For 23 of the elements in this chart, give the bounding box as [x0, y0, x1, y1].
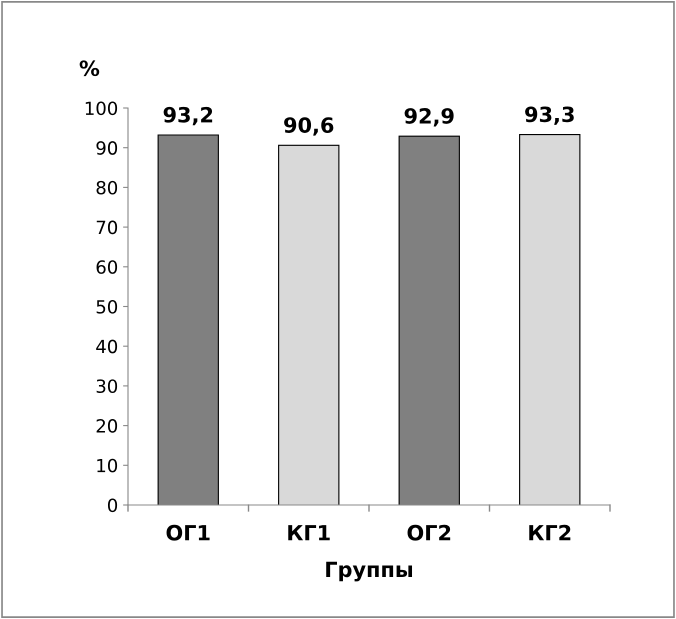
y-tick-label: 80 — [96, 180, 118, 195]
y-tick-label: 20 — [96, 419, 118, 433]
bar — [278, 144, 340, 505]
data-label: 93,3 — [525, 106, 574, 125]
y-tick-label: 40 — [96, 340, 118, 354]
y-tick-label: 10 — [97, 458, 118, 472]
y-tick-label: 0 — [108, 498, 118, 512]
y-tick-label: 60 — [96, 260, 118, 274]
x-axis-title: Группы — [326, 562, 412, 582]
y-tick-label: 50 — [96, 300, 118, 314]
bar — [519, 134, 580, 505]
y-tick-label: 100 — [86, 101, 118, 116]
data-label: 92,9 — [404, 108, 454, 126]
y-tick-label: 90 — [96, 141, 118, 155]
data-label: 90,6 — [284, 117, 334, 136]
x-tick-label: ОГ1 — [166, 524, 210, 541]
y-axis-title: % — [80, 60, 100, 76]
x-tick-label: КГ2 — [529, 524, 570, 540]
data-label: 93,2 — [164, 106, 212, 126]
y-tick-label: 70 — [96, 220, 118, 234]
x-tick-label: ОГ2 — [408, 524, 450, 541]
y-tick-label: 30 — [96, 379, 118, 394]
x-tick-label: КГ1 — [288, 525, 330, 540]
